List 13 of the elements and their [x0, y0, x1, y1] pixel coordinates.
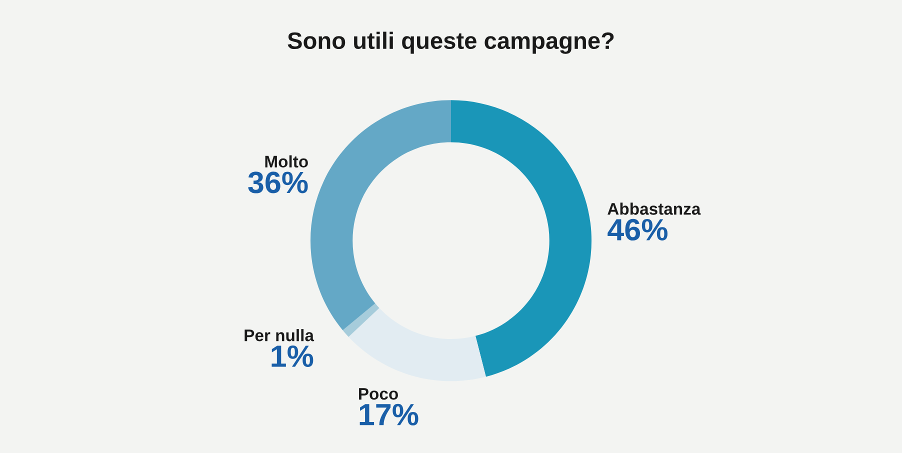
slice-label: Poco: [359, 388, 398, 400]
data-label: 36%: [248, 172, 308, 194]
slice-label: Per nulla: [244, 329, 314, 342]
data-label: 17%: [360, 404, 418, 426]
donut-slice: [342, 303, 380, 337]
data-label: 1%: [272, 345, 314, 367]
donut-slice: [310, 100, 451, 330]
slice-label: Molto: [265, 155, 308, 168]
chart-title: Sono utili queste campagne?: [288, 32, 614, 54]
donut-slice: [451, 100, 592, 377]
slice-label: Abbastanza: [608, 202, 701, 215]
donut-slice: [348, 308, 486, 382]
data-label: 46%: [608, 218, 668, 241]
